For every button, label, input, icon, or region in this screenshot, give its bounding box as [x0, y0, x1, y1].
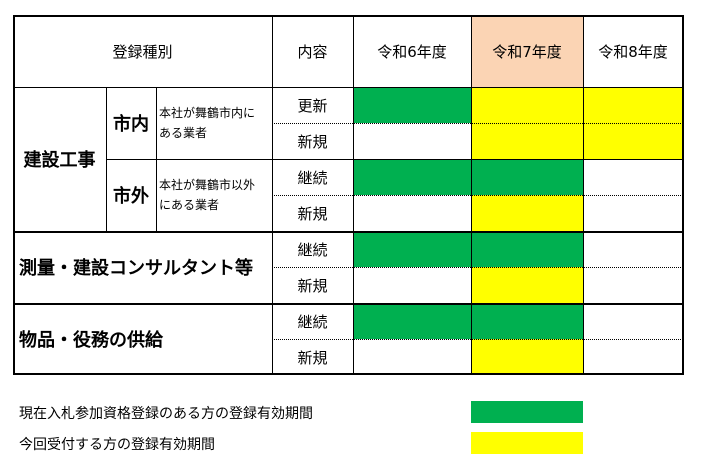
row-content: 新規 [297, 276, 328, 295]
period-cell [471, 87, 583, 123]
inside-label: 市内 [113, 114, 149, 135]
period-cell [583, 339, 683, 375]
period-cell [583, 123, 683, 159]
survey-label: 測量・建設コンサルタント等 [19, 258, 253, 279]
period-cell [583, 87, 683, 123]
header-category: 登録種別 [112, 42, 173, 61]
row-content: 継続 [297, 240, 328, 259]
period-cell [353, 87, 471, 123]
period-cell [583, 195, 683, 231]
row-content: 新規 [297, 132, 328, 151]
period-cell [583, 231, 683, 267]
header-content: 内容 [297, 42, 328, 61]
row-content: 継続 [297, 312, 328, 331]
header-year6: 令和6年度 [377, 42, 447, 61]
row-content: 継続 [297, 168, 328, 187]
inside-note: 本社が舞鶴市内にある業者 [159, 106, 256, 140]
period-cell [583, 267, 683, 303]
construction-label: 建設工事 [23, 150, 96, 171]
row-content: 更新 [297, 96, 328, 115]
outside-note: 本社が舞鶴市以外にある業者 [159, 178, 256, 212]
period-cell [471, 123, 583, 159]
row-content: 新規 [297, 348, 328, 367]
period-cell [471, 339, 583, 375]
period-cell [353, 231, 471, 267]
period-cell [583, 303, 683, 339]
header-year8: 令和8年度 [598, 42, 668, 61]
period-cell [471, 159, 583, 195]
period-cell [353, 195, 471, 231]
goods-label: 物品・役務の供給 [19, 329, 163, 351]
period-cell [353, 159, 471, 195]
legend-new-swatch [471, 432, 583, 454]
period-cell [583, 159, 683, 195]
legend-registered-swatch [471, 401, 583, 423]
period-cell [471, 195, 583, 231]
registration-table: 登録種別 内容 令和6年度 令和7年度 令和8年度 建設工事 市内 本社が舞鶴市… [13, 15, 684, 375]
legend-registered-text: 現在入札参加資格登録のある方の登録有効期間 [19, 406, 313, 422]
period-cell [353, 339, 471, 375]
header-year7: 令和7年度 [471, 15, 583, 87]
period-cell [353, 267, 471, 303]
period-cell [471, 231, 583, 267]
period-cell [471, 303, 583, 339]
period-cell [353, 303, 471, 339]
outside-label: 市外 [113, 186, 149, 207]
period-cell [353, 123, 471, 159]
row-content: 新規 [297, 204, 328, 223]
period-cell [471, 267, 583, 303]
legend-new-text: 今回受付する方の登録有効期間 [19, 437, 215, 453]
